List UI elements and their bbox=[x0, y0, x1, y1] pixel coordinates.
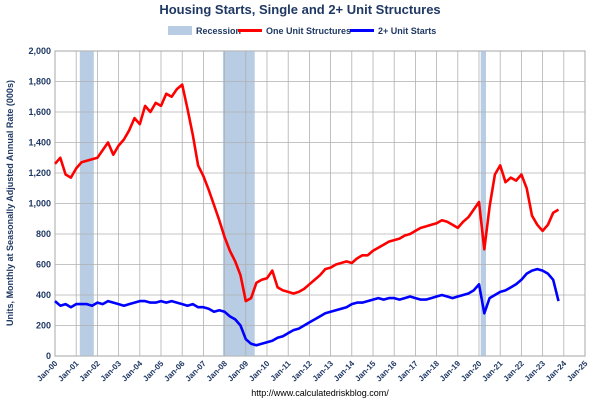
legend-label: Recession bbox=[196, 26, 241, 36]
y-tick-label: 400 bbox=[36, 290, 51, 300]
y-tick-label: 200 bbox=[36, 321, 51, 331]
source-url: http://www.calculatedriskblog.com/ bbox=[251, 388, 389, 398]
y-tick-label: 2,000 bbox=[28, 46, 51, 56]
legend: Recession One Unit Structures 2+ Unit Star… bbox=[168, 26, 436, 36]
y-axis-ticks: 0 200 400 600 800 1,000 1,200 1,400 1,600 1,800 2,… bbox=[28, 46, 51, 361]
chart-title: Housing Starts, Single and 2+ Unit Struc… bbox=[159, 2, 440, 17]
y-tick-label: 1,400 bbox=[28, 138, 51, 148]
y-tick-label: 1,800 bbox=[28, 77, 51, 87]
y-tick-label: 800 bbox=[36, 229, 51, 239]
one-unit-series-line bbox=[54, 83, 560, 303]
legend-label: One Unit Structures bbox=[266, 26, 351, 36]
legend-swatch-recession bbox=[168, 26, 192, 35]
y-tick-label: 0 bbox=[46, 351, 51, 361]
gridlines bbox=[54, 50, 586, 357]
y-axis-label: Units, Monthly at Seasonally Adjusted An… bbox=[5, 80, 15, 326]
y-tick-label: 600 bbox=[36, 260, 51, 270]
y-tick-label: 1,600 bbox=[28, 107, 51, 117]
legend-label: 2+ Unit Starts bbox=[378, 26, 436, 36]
y-tick-label: 1,000 bbox=[28, 199, 51, 209]
multi-unit-series-line bbox=[54, 267, 560, 347]
series-lines bbox=[54, 83, 560, 347]
y-tick-label: 1,200 bbox=[28, 168, 51, 178]
